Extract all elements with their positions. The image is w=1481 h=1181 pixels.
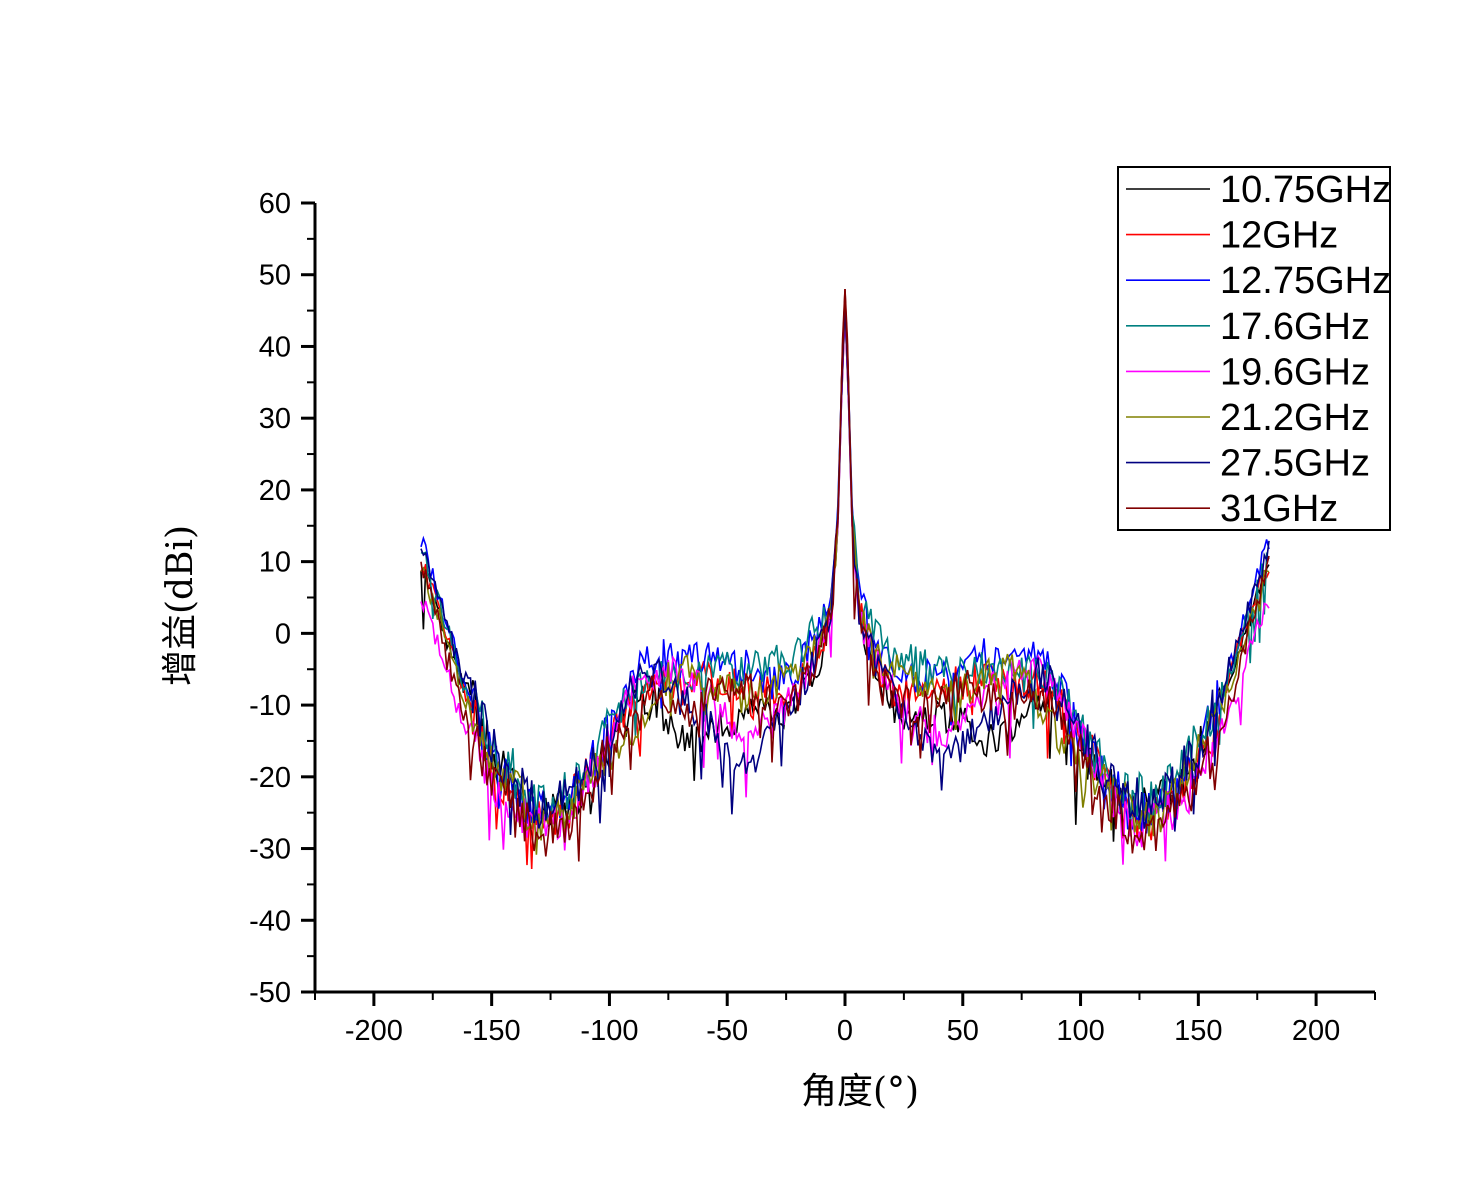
x-tick-label: 0 [837, 1015, 853, 1047]
legend-item: 12GHz [1126, 215, 1338, 257]
legend-item: 19.6GHz [1126, 351, 1370, 393]
legend-label: 19.6GHz [1220, 351, 1370, 393]
legend-item: 12.75GHz [1126, 260, 1391, 302]
legend-label: 17.6GHz [1220, 306, 1370, 348]
y-tick-label: 50 [259, 260, 291, 292]
y-tick-label: -10 [249, 690, 291, 722]
x-tick-label: -100 [580, 1015, 638, 1047]
x-axis-title: 角度(°) [801, 1071, 919, 1112]
y-tick-label: -30 [249, 834, 291, 866]
x-tick-label: -200 [345, 1015, 403, 1047]
y-tick-label: -40 [249, 905, 291, 937]
y-tick-label: 0 [275, 618, 291, 650]
x-tick-label: 50 [947, 1015, 979, 1047]
y-tick-label: -50 [249, 977, 291, 1009]
legend-label: 27.5GHz [1220, 443, 1370, 485]
legend-box [1117, 166, 1391, 531]
y-tick-label: 40 [259, 331, 291, 363]
y-tick-label: 30 [259, 403, 291, 435]
legend-item: 10.75GHz [1126, 169, 1391, 211]
series-peak [840, 289, 850, 385]
legend-item: 21.2GHz [1126, 397, 1370, 439]
legend-items: 10.75GHz12GHz12.75GHz17.6GHz19.6GHz21.2G… [1126, 169, 1391, 530]
ticks-layer: -200 -150 -100 -50 0 50 100 150 200-50-40-30-20-… [249, 188, 1376, 1047]
legend-item: 17.6GHz [1126, 306, 1370, 348]
y-tick-label: 10 [259, 547, 291, 579]
x-tick-label: 100 [1056, 1015, 1104, 1047]
legend-label: 31GHz [1220, 488, 1338, 530]
y-tick-label: 20 [259, 475, 291, 507]
y-tick-label: -20 [249, 762, 291, 794]
legend-label: 21.2GHz [1220, 397, 1370, 439]
legend-label: 12GHz [1220, 215, 1338, 257]
y-axis-title: 增益(dBi) [160, 525, 201, 686]
x-tick-label: 150 [1174, 1015, 1222, 1047]
legend-label: 12.75GHz [1220, 260, 1391, 302]
legend: 10.75GHz12GHz12.75GHz17.6GHz19.6GHz21.2G… [1117, 166, 1391, 531]
y-tick-label: 60 [259, 188, 291, 220]
legend-label: 10.75GHz [1220, 169, 1391, 211]
x-tick-label: -50 [706, 1015, 748, 1047]
x-tick-label: -150 [463, 1015, 521, 1047]
legend-item: 31GHz [1126, 488, 1338, 530]
x-tick-label: 200 [1292, 1015, 1340, 1047]
legend-item: 27.5GHz [1126, 443, 1370, 485]
series-layer [420, 289, 1270, 870]
